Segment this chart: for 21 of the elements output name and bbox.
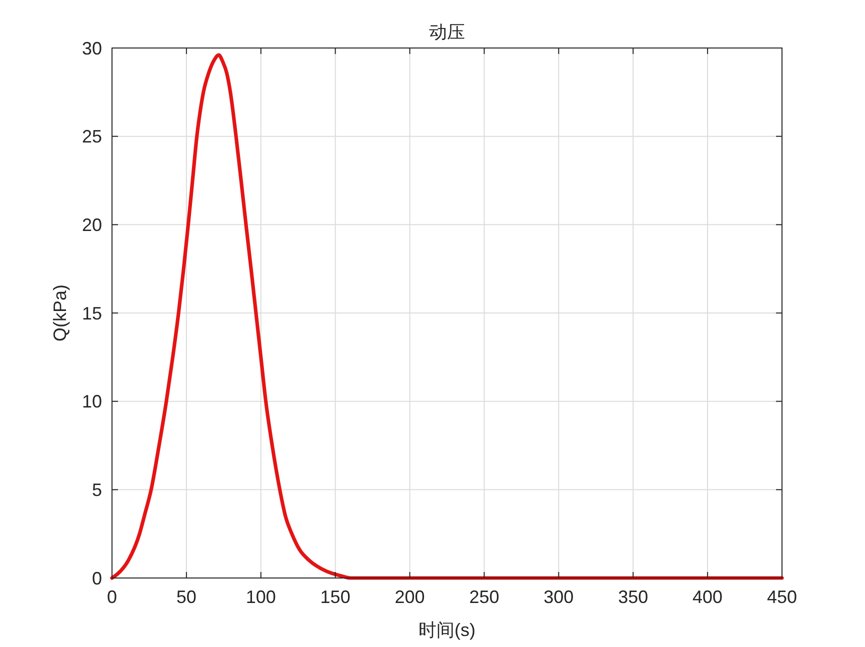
y-tick-label: 15	[82, 303, 102, 324]
y-axis-title: Q(kPa)	[50, 284, 70, 342]
x-tick-label: 400	[692, 587, 723, 607]
y-tick-label: 30	[82, 38, 102, 58]
y-tick-label: 20	[82, 214, 102, 235]
x-tick-label: 200	[394, 587, 425, 607]
y-tick-label: 5	[92, 480, 102, 500]
x-tick-label: 100	[246, 587, 276, 607]
x-tick-label: 0	[106, 587, 118, 607]
x-tick-label: 250	[469, 587, 500, 607]
x-tick-label: 450	[766, 587, 798, 607]
y-tick-label: 25	[82, 126, 102, 147]
x-tick-label: 50	[176, 587, 196, 607]
x-tick-label: 350	[618, 587, 648, 607]
y-tick-label: 10	[82, 392, 102, 412]
chart-title: 动压	[429, 22, 465, 42]
x-tick-label: 300	[544, 587, 574, 607]
x-tick-label: 150	[320, 587, 350, 607]
x-axis-title: 时间(s)	[418, 620, 476, 640]
y-tick-label: 0	[92, 568, 102, 588]
line-series	[110, 53, 784, 580]
